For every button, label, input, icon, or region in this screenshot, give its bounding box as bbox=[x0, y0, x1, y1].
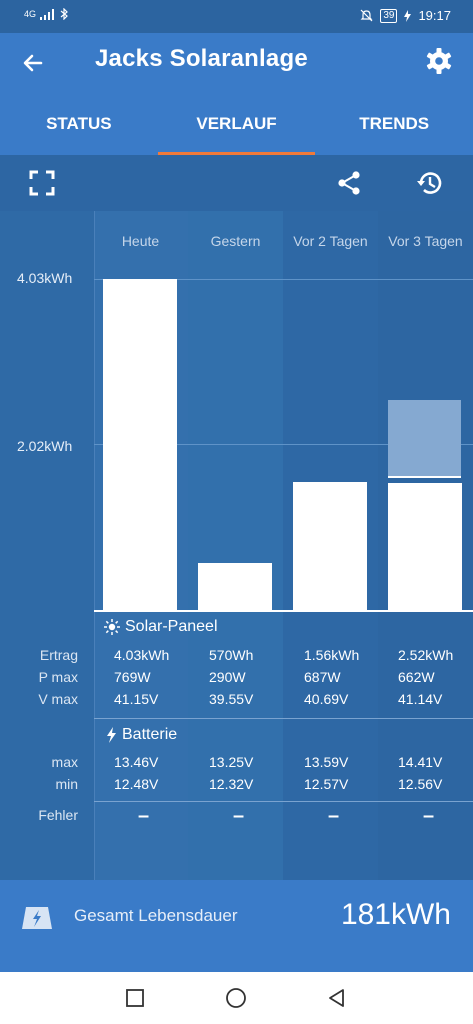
recents-button[interactable] bbox=[123, 986, 147, 1010]
cell-pmax-gestern: 290W bbox=[209, 669, 246, 685]
battery-indicator: 39 bbox=[380, 8, 398, 23]
network-label: 4G bbox=[24, 9, 37, 19]
circle-icon bbox=[226, 988, 246, 1008]
cell-bmin-heute: 12.48V bbox=[114, 776, 159, 792]
sun-icon bbox=[104, 619, 120, 635]
lightning-icon bbox=[107, 727, 116, 743]
y-tick-label: 4.03kWh bbox=[17, 270, 73, 286]
row-label-ertrag: Ertrag bbox=[39, 647, 78, 663]
square-icon bbox=[126, 989, 144, 1007]
status-right: 39 19:17 bbox=[360, 8, 451, 23]
settings-button[interactable] bbox=[423, 45, 455, 77]
chart-baseline bbox=[94, 610, 473, 612]
column-bg-gestern bbox=[188, 211, 283, 880]
system-nav-bar bbox=[0, 972, 473, 1024]
charging-icon bbox=[404, 9, 412, 22]
column-label-heute[interactable]: Heute bbox=[121, 233, 160, 249]
back-button[interactable] bbox=[18, 48, 48, 78]
mute-bell-icon bbox=[360, 9, 373, 22]
cell-fehler-vor2: – bbox=[328, 805, 340, 827]
bluetooth-icon bbox=[60, 8, 68, 20]
cell-fehler-vor3: – bbox=[423, 805, 435, 827]
triangle-back-icon bbox=[329, 989, 344, 1007]
history-table: Heute Gestern Vor 2 Tagen Vor 3 Tagen 4.… bbox=[0, 211, 473, 880]
section-battery-label: Batterie bbox=[122, 726, 178, 743]
bar-heute[interactable] bbox=[103, 279, 177, 610]
solar-panel-icon bbox=[22, 907, 52, 929]
label-column-divider bbox=[94, 211, 95, 880]
share-button[interactable] bbox=[334, 168, 364, 198]
cell-pmax-heute: 769W bbox=[114, 669, 151, 685]
status-bar: 4G 39 19:17 bbox=[0, 0, 473, 33]
cell-bmin-vor3: 12.56V bbox=[398, 776, 443, 792]
section-solar-label: Solar-Paneel bbox=[125, 618, 218, 635]
chart-toolbar bbox=[0, 155, 473, 212]
lifetime-value: 181kWh bbox=[340, 898, 451, 931]
lifetime-label: Gesamt Lebensdauer bbox=[74, 906, 238, 925]
cell-vmax-vor2: 40.69V bbox=[304, 691, 349, 707]
clock: 19:17 bbox=[418, 8, 451, 23]
arrow-left-icon bbox=[23, 54, 43, 72]
tab-bar: STATUS VERLAUF TRENDS bbox=[0, 98, 473, 155]
cell-fehler-gestern: – bbox=[233, 805, 245, 827]
cell-pmax-vor3: 662W bbox=[398, 669, 435, 685]
bar-vor-3-tagen[interactable] bbox=[388, 483, 462, 610]
gridline-top bbox=[94, 279, 473, 280]
cell-ertrag-vor3: 2.52kWh bbox=[398, 647, 454, 663]
home-button[interactable] bbox=[224, 986, 248, 1010]
section-divider bbox=[94, 718, 473, 719]
status-left: 4G bbox=[24, 8, 68, 20]
cell-bmin-gestern: 12.32V bbox=[209, 776, 254, 792]
cell-bmin-vor2: 12.57V bbox=[304, 776, 349, 792]
row-label-fehler: Fehler bbox=[38, 807, 78, 823]
column-label-vor3[interactable]: Vor 3 Tagen bbox=[388, 233, 463, 249]
column-label-gestern[interactable]: Gestern bbox=[210, 233, 261, 249]
cell-bmax-heute: 13.46V bbox=[114, 754, 159, 770]
section-solar-title: Solar-Paneel bbox=[104, 618, 218, 636]
history-button[interactable] bbox=[415, 168, 445, 198]
row-label-min: min bbox=[55, 776, 78, 792]
row-label-vmax: V max bbox=[38, 691, 78, 707]
cell-fehler-heute: – bbox=[138, 805, 150, 827]
bar-gestern[interactable] bbox=[198, 563, 272, 610]
tab-status[interactable]: STATUS bbox=[46, 114, 112, 133]
gear-icon bbox=[426, 48, 452, 74]
cell-ertrag-vor2: 1.56kWh bbox=[304, 647, 360, 663]
bar-marker-vor3 bbox=[388, 476, 461, 478]
cell-bmax-vor3: 14.41V bbox=[398, 754, 443, 770]
cell-pmax-vor2: 687W bbox=[304, 669, 341, 685]
column-label-vor2[interactable]: Vor 2 Tagen bbox=[293, 233, 368, 249]
page-title: Jacks Solaranlage bbox=[95, 45, 308, 72]
bar-overlay-vor3 bbox=[388, 400, 461, 476]
section-divider bbox=[94, 801, 473, 802]
signal-icon bbox=[40, 8, 55, 20]
bar-vor-2-tagen[interactable] bbox=[293, 482, 367, 610]
tab-trends[interactable]: TRENDS bbox=[359, 114, 430, 133]
tab-verlauf[interactable]: VERLAUF bbox=[157, 98, 316, 155]
fullscreen-icon bbox=[29, 170, 55, 196]
cell-vmax-heute: 41.15V bbox=[114, 691, 159, 707]
y-tick-label: 2.02kWh bbox=[17, 438, 73, 454]
share-icon bbox=[338, 171, 360, 195]
lifetime-footer[interactable]: Gesamt Lebensdauer 181kWh bbox=[0, 880, 473, 972]
cell-ertrag-gestern: 570Wh bbox=[209, 647, 254, 663]
cell-bmax-vor2: 13.59V bbox=[304, 754, 349, 770]
cell-ertrag-heute: 4.03kWh bbox=[114, 647, 170, 663]
cell-vmax-vor3: 41.14V bbox=[398, 691, 443, 707]
section-battery-title: Batterie bbox=[106, 726, 177, 744]
back-nav-button[interactable] bbox=[325, 986, 349, 1010]
gridline-mid bbox=[94, 444, 473, 445]
app-bar: Jacks Solaranlage STATUS VERLAUF TRENDS bbox=[0, 33, 473, 155]
row-label-pmax: P max bbox=[38, 669, 78, 685]
history-icon bbox=[417, 172, 442, 194]
cell-bmax-gestern: 13.25V bbox=[209, 754, 254, 770]
cell-vmax-gestern: 39.55V bbox=[209, 691, 254, 707]
row-label-max: max bbox=[51, 754, 78, 770]
fullscreen-button[interactable] bbox=[27, 168, 57, 198]
